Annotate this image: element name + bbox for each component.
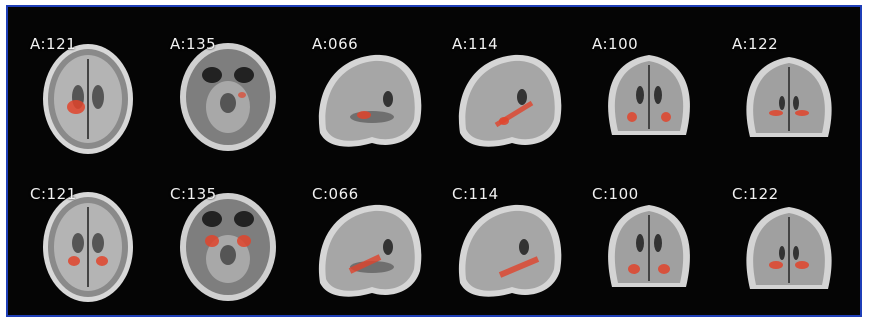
brain-slice-axial: A:121 — [20, 25, 154, 157]
slice-label: C:114 — [452, 185, 499, 203]
figure-frame: A:121 A:135 A:066 — [6, 5, 862, 317]
brain-slice-axial: A:135 — [160, 25, 294, 157]
brain-slice-sagittal: A:114 — [442, 25, 576, 157]
slice-label: A:100 — [592, 35, 639, 53]
slice-label: C:135 — [170, 185, 217, 203]
slice-label: C:066 — [312, 185, 359, 203]
brain-slice-sagittal: C:066 — [302, 175, 436, 307]
slice-label: A:121 — [30, 35, 77, 53]
brain-slice-axial: C:135 — [160, 175, 294, 307]
brain-slice-coronal: C:122 — [722, 175, 856, 307]
row-c: C:121 C:135 C:066 — [20, 175, 856, 307]
brain-slice-coronal: C:100 — [582, 175, 716, 307]
brain-slice-sagittal: A:066 — [302, 25, 436, 157]
slice-label: C:122 — [732, 185, 779, 203]
brain-slice-coronal: A:122 — [722, 25, 856, 157]
brain-slice-sagittal: C:114 — [442, 175, 576, 307]
slice-label: A:114 — [452, 35, 499, 53]
slice-label: A:135 — [170, 35, 217, 53]
slice-label: C:121 — [30, 185, 77, 203]
slice-label: A:066 — [312, 35, 359, 53]
slice-label: C:100 — [592, 185, 639, 203]
row-a: A:121 A:135 A:066 — [20, 25, 856, 157]
brain-slice-coronal: A:100 — [582, 25, 716, 157]
brain-slice-axial: C:121 — [20, 175, 154, 307]
slice-label: A:122 — [732, 35, 779, 53]
